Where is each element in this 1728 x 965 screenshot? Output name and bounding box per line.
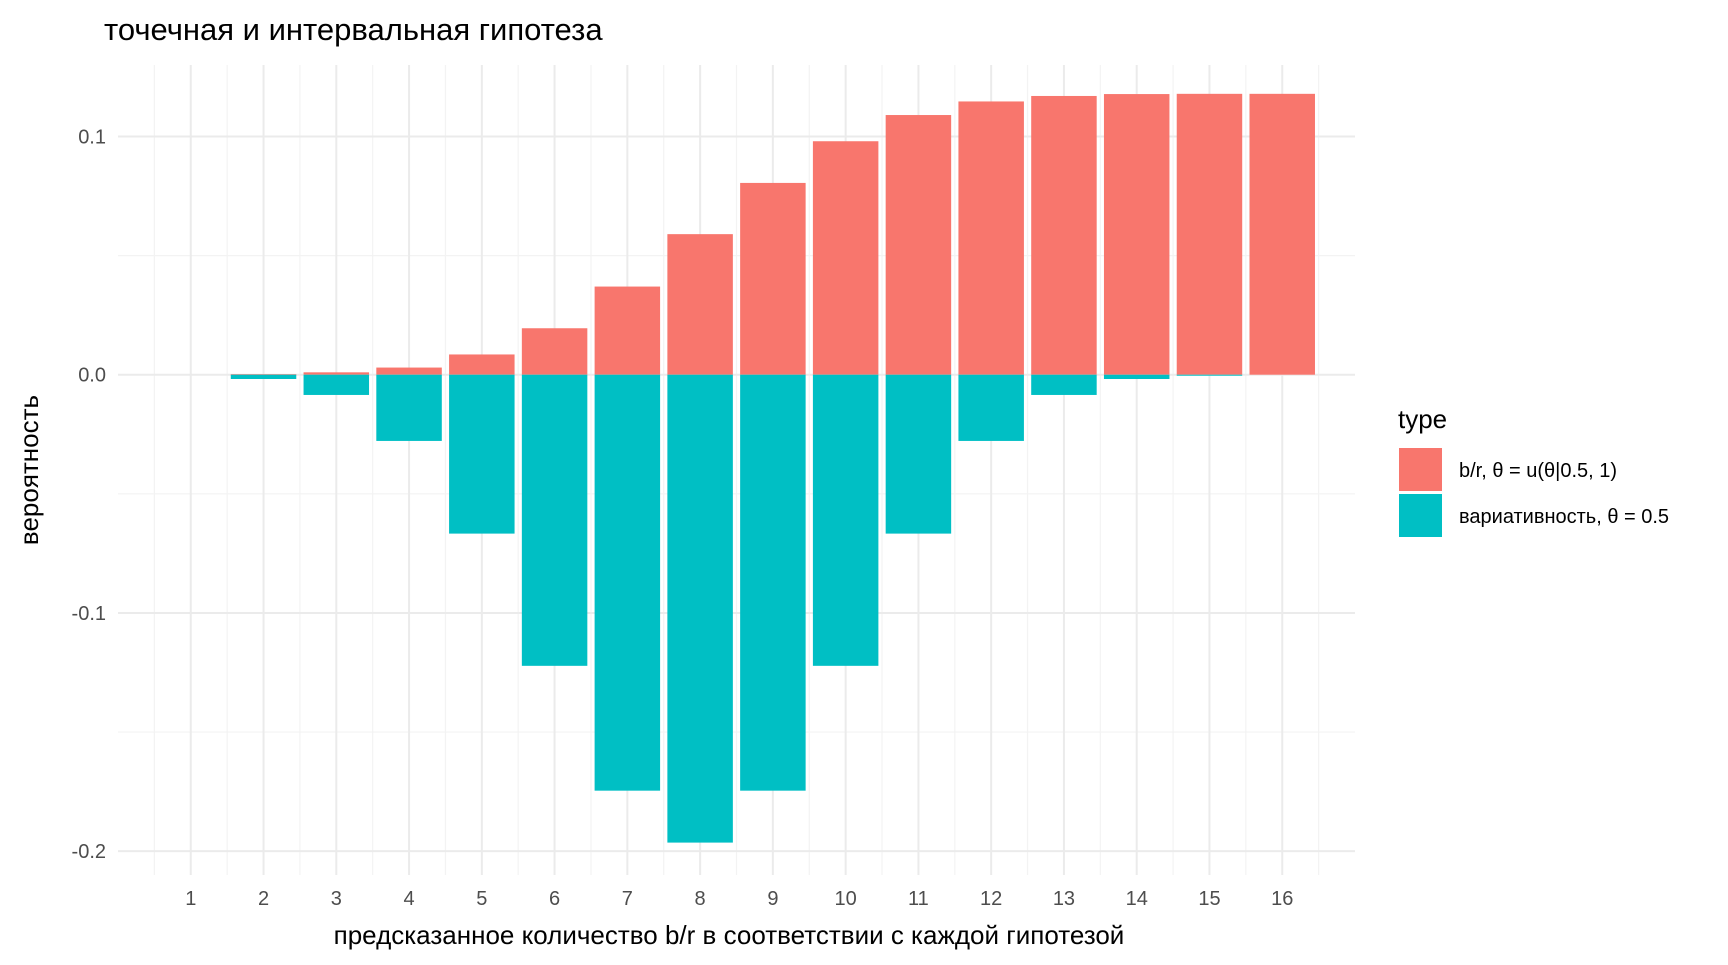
y-axis-ticks: 0.1 0.0 -0.1 -0.2: [72, 126, 106, 863]
legend-label-uniform: b/r, θ = u(θ|0.5, 1): [1459, 460, 1617, 482]
bar-series-0-cat-4: [376, 367, 442, 375]
x-tick-label: 4: [403, 888, 414, 910]
x-tick-label: 5: [476, 888, 487, 910]
legend-label-point: вариативность, θ = 0.5: [1459, 506, 1669, 528]
y-tick-label: 0.0: [78, 365, 106, 387]
x-tick-label: 14: [1126, 888, 1148, 910]
bar-series-1-cat-10: [812, 374, 879, 666]
legend-key-point: [1399, 494, 1442, 537]
bar-series-1-cat-8: [667, 374, 733, 843]
x-tick-label: 15: [1198, 888, 1220, 910]
bar-series-1-cat-2: [230, 374, 297, 379]
legend-key-uniform: [1399, 448, 1442, 491]
x-tick-label: 8: [695, 888, 706, 910]
bar-series-1-cat-11: [885, 374, 952, 534]
y-tick-label: 0.1: [78, 126, 106, 148]
bar-series-0-cat-12: [958, 101, 1024, 375]
y-axis-title: вероятность: [14, 395, 44, 545]
x-axis-title: предсказанное количество b/r в соответст…: [334, 920, 1125, 950]
bar-series-0-cat-7: [594, 286, 661, 375]
x-tick-label: 2: [258, 888, 269, 910]
x-tick-label: 3: [331, 888, 342, 910]
bar-series-1-cat-6: [521, 374, 588, 666]
bar-series-0-cat-6: [521, 328, 588, 375]
bar-series-1-cat-13: [1031, 374, 1097, 395]
x-tick-label: 1: [185, 888, 196, 910]
chart-title: точечная и интервальная гипотеза: [104, 12, 603, 47]
bar-series-1-cat-12: [958, 374, 1024, 441]
bar-series-0-cat-15: [1176, 93, 1243, 375]
bar-series-1-cat-4: [376, 374, 442, 441]
bar-series-0-cat-14: [1103, 94, 1170, 375]
bar-series-0-cat-10: [812, 141, 879, 375]
bar-series-0-cat-13: [1031, 95, 1097, 375]
x-tick-label: 6: [549, 888, 560, 910]
y-tick-label: -0.1: [72, 603, 106, 625]
bar-series-1-cat-14: [1103, 374, 1170, 379]
bar-series-1-cat-3: [303, 374, 370, 395]
x-tick-label: 11: [908, 888, 929, 910]
bar-series-0-cat-16: [1249, 93, 1315, 375]
bar-series-0-cat-9: [740, 182, 806, 375]
x-tick-label: 7: [622, 888, 633, 910]
x-axis-ticks: 1 2 3 4 5 6 7 8 9 10 11 12 13 14 15 16: [185, 888, 1293, 910]
y-tick-label: -0.2: [72, 841, 106, 863]
bar-series-1-cat-5: [449, 374, 515, 534]
bar-series-1-cat-15: [1176, 374, 1243, 376]
bar-series-0-cat-8: [667, 234, 733, 375]
bar-series-1-cat-9: [740, 374, 806, 791]
bar-series-0-cat-5: [449, 354, 515, 375]
x-tick-label: 16: [1271, 888, 1293, 910]
bar-series-1-cat-7: [594, 374, 661, 791]
x-tick-label: 9: [767, 888, 778, 910]
bar-series-0-cat-11: [885, 115, 952, 375]
series-point-bars: [230, 374, 1243, 843]
legend: type b/r, θ = u(θ|0.5, 1) вариативность,…: [1398, 404, 1669, 537]
legend-title: type: [1398, 404, 1447, 434]
x-tick-label: 12: [980, 888, 1002, 910]
x-tick-label: 13: [1053, 888, 1075, 910]
series-uniform-bars: [230, 93, 1315, 376]
bar-series-0-cat-3: [303, 372, 370, 375]
x-tick-label: 10: [835, 888, 857, 910]
